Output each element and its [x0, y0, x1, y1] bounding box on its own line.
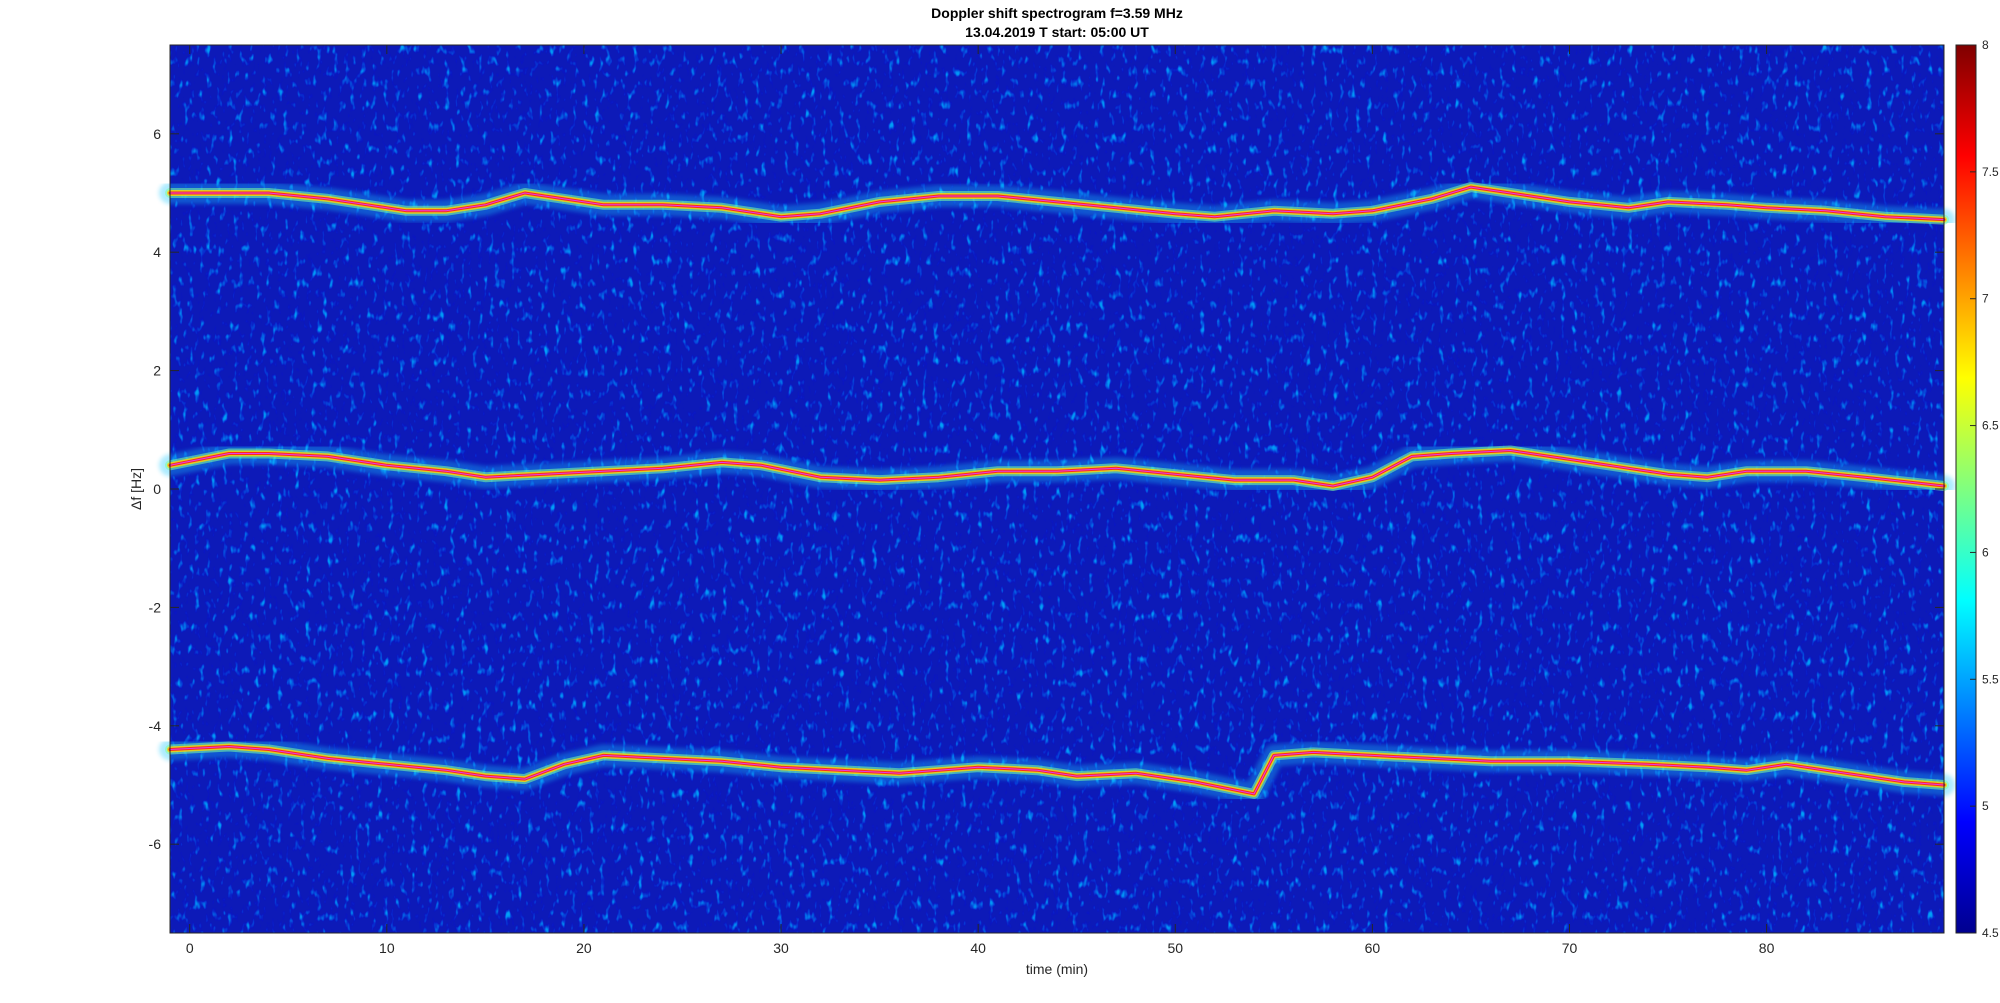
colorbar-tick-label: 7 [1982, 292, 1989, 306]
trace-line [169, 450, 1945, 487]
x-tick-label: 40 [970, 940, 986, 956]
y-axis: 6 4 2 0 -2 -4 -6 [149, 126, 1944, 852]
colorbar: 8 7.5 7 6.5 6 5.5 5 4.5 [1955, 38, 1999, 940]
x-axis: 0 10 20 30 40 50 60 70 80 [186, 45, 1775, 956]
colorbar-tick-label: 4.5 [1982, 926, 1999, 940]
y-tick-label: 0 [153, 481, 161, 497]
x-tick-label: 80 [1759, 940, 1775, 956]
y-axis-label: Δf [Hz] [128, 468, 144, 510]
x-tick-label: 30 [773, 940, 789, 956]
colorbar-tick-label: 7.5 [1982, 165, 1999, 179]
colorbar-gradient [1955, 44, 1977, 934]
colorbar-tick-label: 6.5 [1982, 419, 1999, 433]
x-tick-label: 60 [1365, 940, 1381, 956]
spectrogram-noise [170, 45, 1944, 933]
y-tick-label: -2 [149, 599, 162, 615]
x-axis-label: time (min) [1026, 961, 1088, 977]
x-tick-label: 20 [576, 940, 592, 956]
colorbar-tick-label: 5.5 [1982, 672, 1999, 686]
colorbar-tick-label: 5 [1982, 799, 1989, 813]
chart-subtitle: 13.04.2019 T start: 05:00 UT [965, 24, 1149, 40]
y-tick-label: -6 [149, 836, 162, 852]
trace-1 [159, 176, 1955, 231]
y-tick-label: -4 [149, 718, 162, 734]
doppler-traces [159, 176, 1955, 805]
chart-title: Doppler shift spectrogram f=3.59 MHz [931, 5, 1183, 21]
x-tick-label: 0 [186, 940, 194, 956]
colorbar-tick-label: 8 [1982, 38, 1989, 52]
x-tick-label: 50 [1167, 940, 1183, 956]
trace-line [169, 746, 1945, 795]
colorbar-tick-label: 6 [1982, 545, 1989, 559]
x-tick-label: 70 [1562, 940, 1578, 956]
x-tick-label: 10 [379, 940, 395, 956]
plot-area [159, 44, 1955, 934]
trace-3 [159, 735, 1955, 805]
trace-2 [159, 439, 1955, 497]
colorbar-ticks: 8 7.5 7 6.5 6 5.5 5 4.5 [1970, 38, 1999, 940]
y-tick-label: 2 [153, 363, 161, 379]
y-tick-label: 4 [153, 244, 161, 260]
trace-line [169, 186, 1945, 221]
y-tick-label: 6 [153, 126, 161, 142]
